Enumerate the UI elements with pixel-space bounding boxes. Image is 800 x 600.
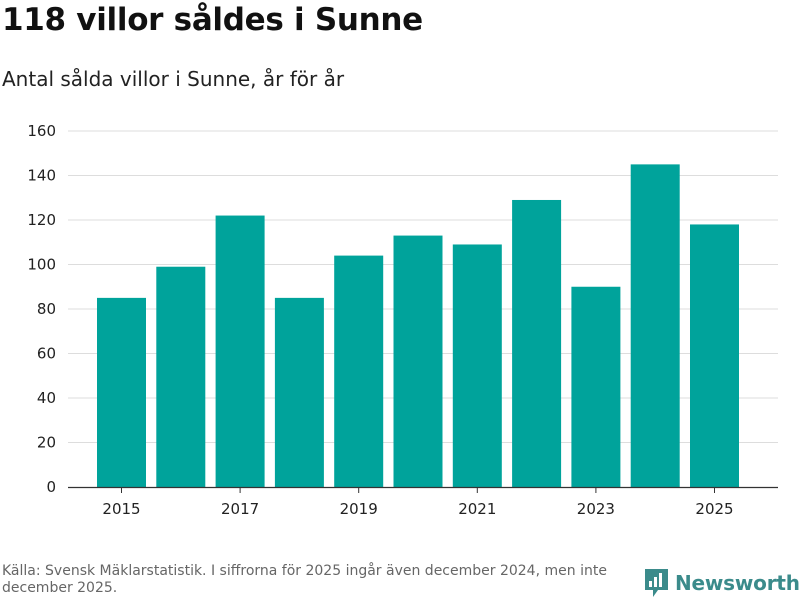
chart-title: 118 villor såldes i Sunne xyxy=(2,2,423,38)
chart-subtitle: Antal sålda villor i Sunne, år för år xyxy=(2,67,345,91)
bar-2017 xyxy=(215,215,265,488)
x-tick-label: 2017 xyxy=(221,500,259,518)
x-tick-label: 2019 xyxy=(340,500,378,518)
y-tick-label: 40 xyxy=(37,389,56,407)
bar-2023 xyxy=(571,286,621,487)
bar-2015 xyxy=(97,297,146,487)
bar-2019 xyxy=(334,255,384,487)
x-tick-label: 2025 xyxy=(695,500,733,518)
newsworthy-logo: Newsworthy xyxy=(644,568,800,598)
brand-name: Newsworthy xyxy=(675,571,800,595)
bar-2022 xyxy=(512,199,562,487)
y-tick-label: 60 xyxy=(37,345,56,363)
y-tick-label: 20 xyxy=(37,434,56,452)
bar-2016 xyxy=(156,266,206,487)
bar-2020 xyxy=(393,235,443,487)
y-tick-label: 100 xyxy=(27,256,56,274)
bar-2024 xyxy=(630,164,680,487)
y-tick-label: 160 xyxy=(27,122,56,140)
bar-2018 xyxy=(274,297,324,487)
bar-2021 xyxy=(452,244,502,487)
newsworthy-logo-icon xyxy=(645,569,668,597)
x-tick-label: 2023 xyxy=(577,500,615,518)
y-tick-label: 80 xyxy=(37,300,56,318)
source-note: Källa: Svensk Mäklarstatistik. I siffror… xyxy=(2,563,607,596)
y-tick-label: 0 xyxy=(46,478,56,496)
y-tick-label: 120 xyxy=(27,211,56,229)
axes: 0 20 40 60 80 100 120 140 160 2015 2017 2019 2021 202… xyxy=(27,122,778,518)
bar-2025 xyxy=(690,224,739,487)
x-tick-label: 2015 xyxy=(102,500,140,518)
y-tick-label: 140 xyxy=(27,167,56,185)
x-tick-label: 2021 xyxy=(458,500,496,518)
bars xyxy=(97,164,739,488)
